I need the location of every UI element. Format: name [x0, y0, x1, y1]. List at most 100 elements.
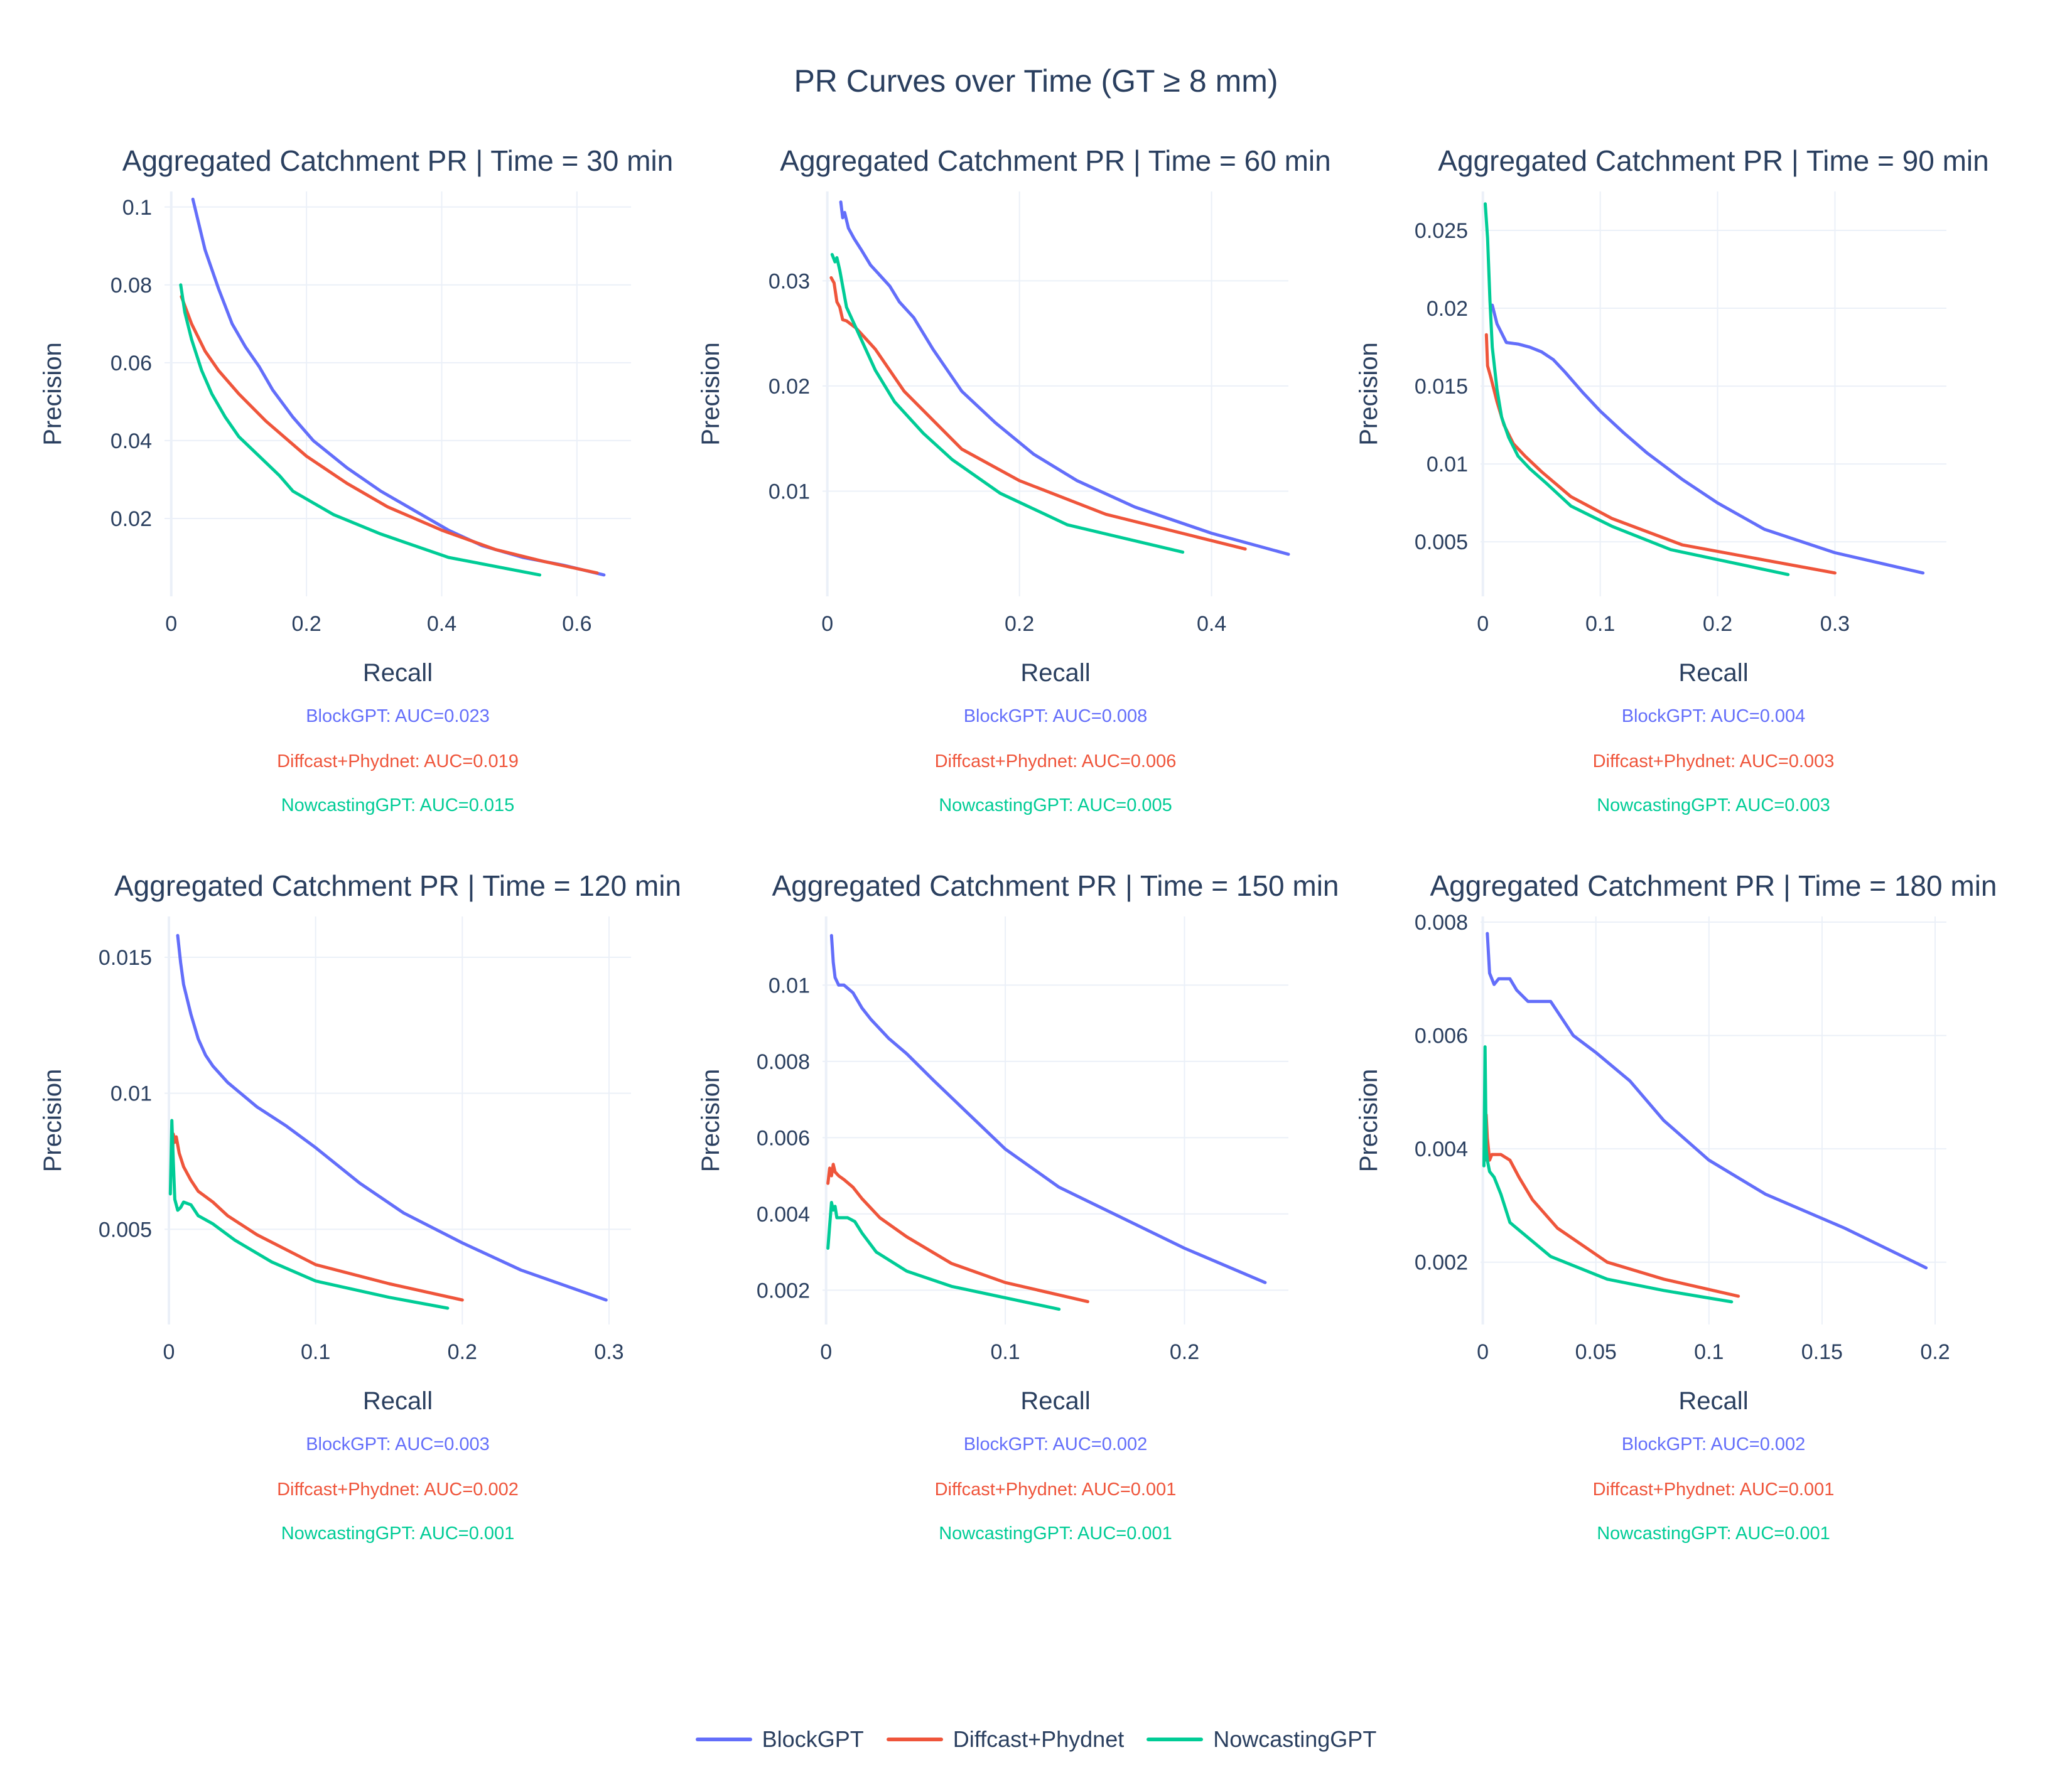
x-tick-label: 0.2	[1920, 1340, 1950, 1364]
y-tick-label: 0.1	[122, 196, 152, 220]
auc-label-nowcastinggpt: NowcastingGPT: AUC=0.001	[281, 1523, 515, 1544]
x-axis-label: Recall	[1678, 1387, 1748, 1415]
legend-label-blockgpt: BlockGPT	[762, 1726, 864, 1752]
x-axis-label: Recall	[363, 659, 433, 687]
series-line-diffcast-phydnet[interactable]	[829, 276, 1247, 551]
y-axis-label: Precision	[697, 1069, 725, 1173]
legend-label-diffcast-phydnet: Diffcast+Phydnet	[952, 1726, 1125, 1752]
y-tick-label: 0.008	[757, 1050, 810, 1074]
x-tick-label: 0.2	[448, 1340, 477, 1364]
series-line-nowcastinggpt[interactable]	[1482, 1045, 1734, 1304]
y-tick-label: 0.002	[1415, 1251, 1468, 1275]
auc-label-nowcastinggpt: NowcastingGPT: AUC=0.001	[939, 1523, 1172, 1544]
y-tick-label: 0.08	[111, 274, 152, 298]
x-tick-label: 0	[165, 612, 177, 636]
legend-swatch-blockgpt	[695, 1738, 752, 1741]
auc-label-nowcastinggpt: NowcastingGPT: AUC=0.015	[281, 795, 515, 815]
x-tick-label: 0	[821, 612, 833, 636]
y-tick-label: 0.025	[1415, 219, 1468, 243]
auc-label-diffcast-phydnet: Diffcast+Phydnet: AUC=0.001	[1593, 1480, 1835, 1500]
series-line-nowcastinggpt[interactable]	[826, 1201, 1061, 1311]
auc-label-blockgpt: BlockGPT: AUC=0.004	[1622, 706, 1806, 726]
y-tick-label: 0.008	[1415, 911, 1468, 935]
subplot-title: Aggregated Catchment PR | Time = 150 min	[772, 869, 1339, 902]
y-tick-label: 0.005	[1415, 530, 1468, 554]
y-tick-label: 0.01	[769, 974, 810, 997]
series-line-diffcast-phydnet[interactable]	[1483, 1113, 1740, 1298]
x-tick-label: 0.3	[1820, 612, 1850, 636]
y-axis-label: Precision	[39, 342, 67, 446]
x-tick-label: 0.05	[1575, 1340, 1617, 1364]
legend-item-nowcastinggpt[interactable]: NowcastingGPT	[1147, 1726, 1376, 1753]
y-tick-label: 0.01	[769, 480, 810, 503]
x-axis-label: Recall	[363, 1387, 433, 1415]
x-tick-label: 0.1	[301, 1340, 330, 1364]
x-axis-label: Recall	[1020, 1387, 1090, 1415]
y-tick-label: 0.01	[111, 1082, 152, 1106]
subplot-title: Aggregated Catchment PR | Time = 180 min	[1430, 869, 1997, 902]
x-tick-label: 0.2	[1170, 1340, 1199, 1364]
figure-title: PR Curves over Time (GT ≥ 8 mm)	[794, 63, 1278, 99]
series-line-blockgpt[interactable]	[1486, 932, 1928, 1270]
x-tick-label: 0	[163, 1340, 175, 1364]
x-tick-label: 0.2	[1703, 612, 1732, 636]
y-tick-label: 0.04	[111, 429, 152, 453]
series-line-blockgpt[interactable]	[176, 933, 608, 1302]
series-line-nowcastinggpt[interactable]	[168, 1119, 450, 1310]
y-axis-label: Precision	[1355, 1069, 1383, 1173]
series-line-diffcast-phydnet[interactable]	[1484, 333, 1837, 575]
subplot-2: 0.01 0.02 0.03 0 0.2 0.4 Aggregated Catchment …	[697, 144, 1331, 815]
subplot-6: 0.002 0.004 0.006 0.008 0 0.05 0.1 0.15 0.2 Aggre…	[1355, 869, 1997, 1544]
series-line-blockgpt[interactable]	[839, 200, 1290, 556]
y-axis-label: Precision	[39, 1069, 67, 1173]
y-tick-label: 0.004	[757, 1203, 810, 1227]
auc-label-nowcastinggpt: NowcastingGPT: AUC=0.001	[1597, 1523, 1830, 1544]
subplot-1: 0.02 0.04 0.06 0.08 0.1 0 0.2 0.4 0.6 Aggregated …	[39, 144, 673, 815]
series-line-diffcast-phydnet[interactable]	[180, 295, 599, 575]
series-line-blockgpt[interactable]	[829, 933, 1267, 1284]
x-tick-label: 0.3	[594, 1340, 623, 1364]
auc-label-diffcast-phydnet: Diffcast+Phydnet: AUC=0.002	[277, 1480, 519, 1500]
series-line-nowcastinggpt[interactable]	[179, 283, 542, 577]
y-tick-label: 0.01	[1427, 453, 1468, 476]
auc-label-blockgpt: BlockGPT: AUC=0.002	[1622, 1434, 1806, 1454]
auc-label-diffcast-phydnet: Diffcast+Phydnet: AUC=0.003	[1593, 751, 1835, 771]
series-line-diffcast-phydnet[interactable]	[826, 1163, 1089, 1304]
legend-item-blockgpt[interactable]: BlockGPT	[695, 1726, 864, 1753]
subplot-title: Aggregated Catchment PR | Time = 120 min	[114, 869, 681, 902]
x-tick-label: 0	[1477, 612, 1489, 636]
x-tick-label: 0.1	[1585, 612, 1615, 636]
y-tick-label: 0.015	[1415, 375, 1468, 399]
x-tick-label: 0.2	[291, 612, 321, 636]
subplot-title: Aggregated Catchment PR | Time = 90 min	[1438, 144, 1988, 177]
x-tick-label: 0.6	[562, 612, 591, 636]
y-axis-label: Precision	[697, 342, 725, 446]
x-tick-label: 0	[820, 1340, 832, 1364]
x-tick-label: 0	[1477, 1340, 1489, 1364]
y-tick-label: 0.03	[769, 269, 810, 293]
x-axis-label: Recall	[1678, 659, 1748, 687]
auc-label-diffcast-phydnet: Diffcast+Phydnet: AUC=0.001	[935, 1480, 1177, 1500]
subplot-3: 0.005 0.01 0.015 0.02 0.025 0 0.1 0.2 0.3 Aggrega…	[1355, 144, 1989, 815]
x-tick-label: 0.15	[1801, 1340, 1843, 1364]
y-tick-label: 0.005	[99, 1218, 152, 1242]
series-line-diffcast-phydnet[interactable]	[170, 1132, 464, 1302]
y-tick-label: 0.02	[111, 507, 152, 531]
legend-item-diffcast-phydnet[interactable]: Diffcast+Phydnet	[886, 1726, 1125, 1753]
series-line-nowcastinggpt[interactable]	[1484, 202, 1790, 576]
auc-label-blockgpt: BlockGPT: AUC=0.003	[306, 1434, 490, 1454]
auc-label-nowcastinggpt: NowcastingGPT: AUC=0.003	[1597, 795, 1830, 815]
auc-label-blockgpt: BlockGPT: AUC=0.008	[964, 706, 1148, 726]
legend: BlockGPT Diffcast+Phydnet NowcastingGPT	[0, 1726, 2072, 1753]
y-tick-label: 0.02	[769, 375, 810, 399]
y-tick-label: 0.06	[111, 352, 152, 375]
series-line-blockgpt[interactable]	[1491, 303, 1925, 575]
y-tick-label: 0.006	[1415, 1024, 1468, 1048]
y-tick-label: 0.004	[1415, 1137, 1468, 1161]
y-tick-label: 0.015	[99, 946, 152, 970]
subplot-5: 0.002 0.004 0.006 0.008 0.01 0 0.1 0.2 Aggregate…	[697, 869, 1339, 1544]
x-axis-label: Recall	[1020, 659, 1090, 687]
auc-label-diffcast-phydnet: Diffcast+Phydnet: AUC=0.006	[935, 751, 1177, 771]
series-line-nowcastinggpt[interactable]	[830, 253, 1185, 554]
